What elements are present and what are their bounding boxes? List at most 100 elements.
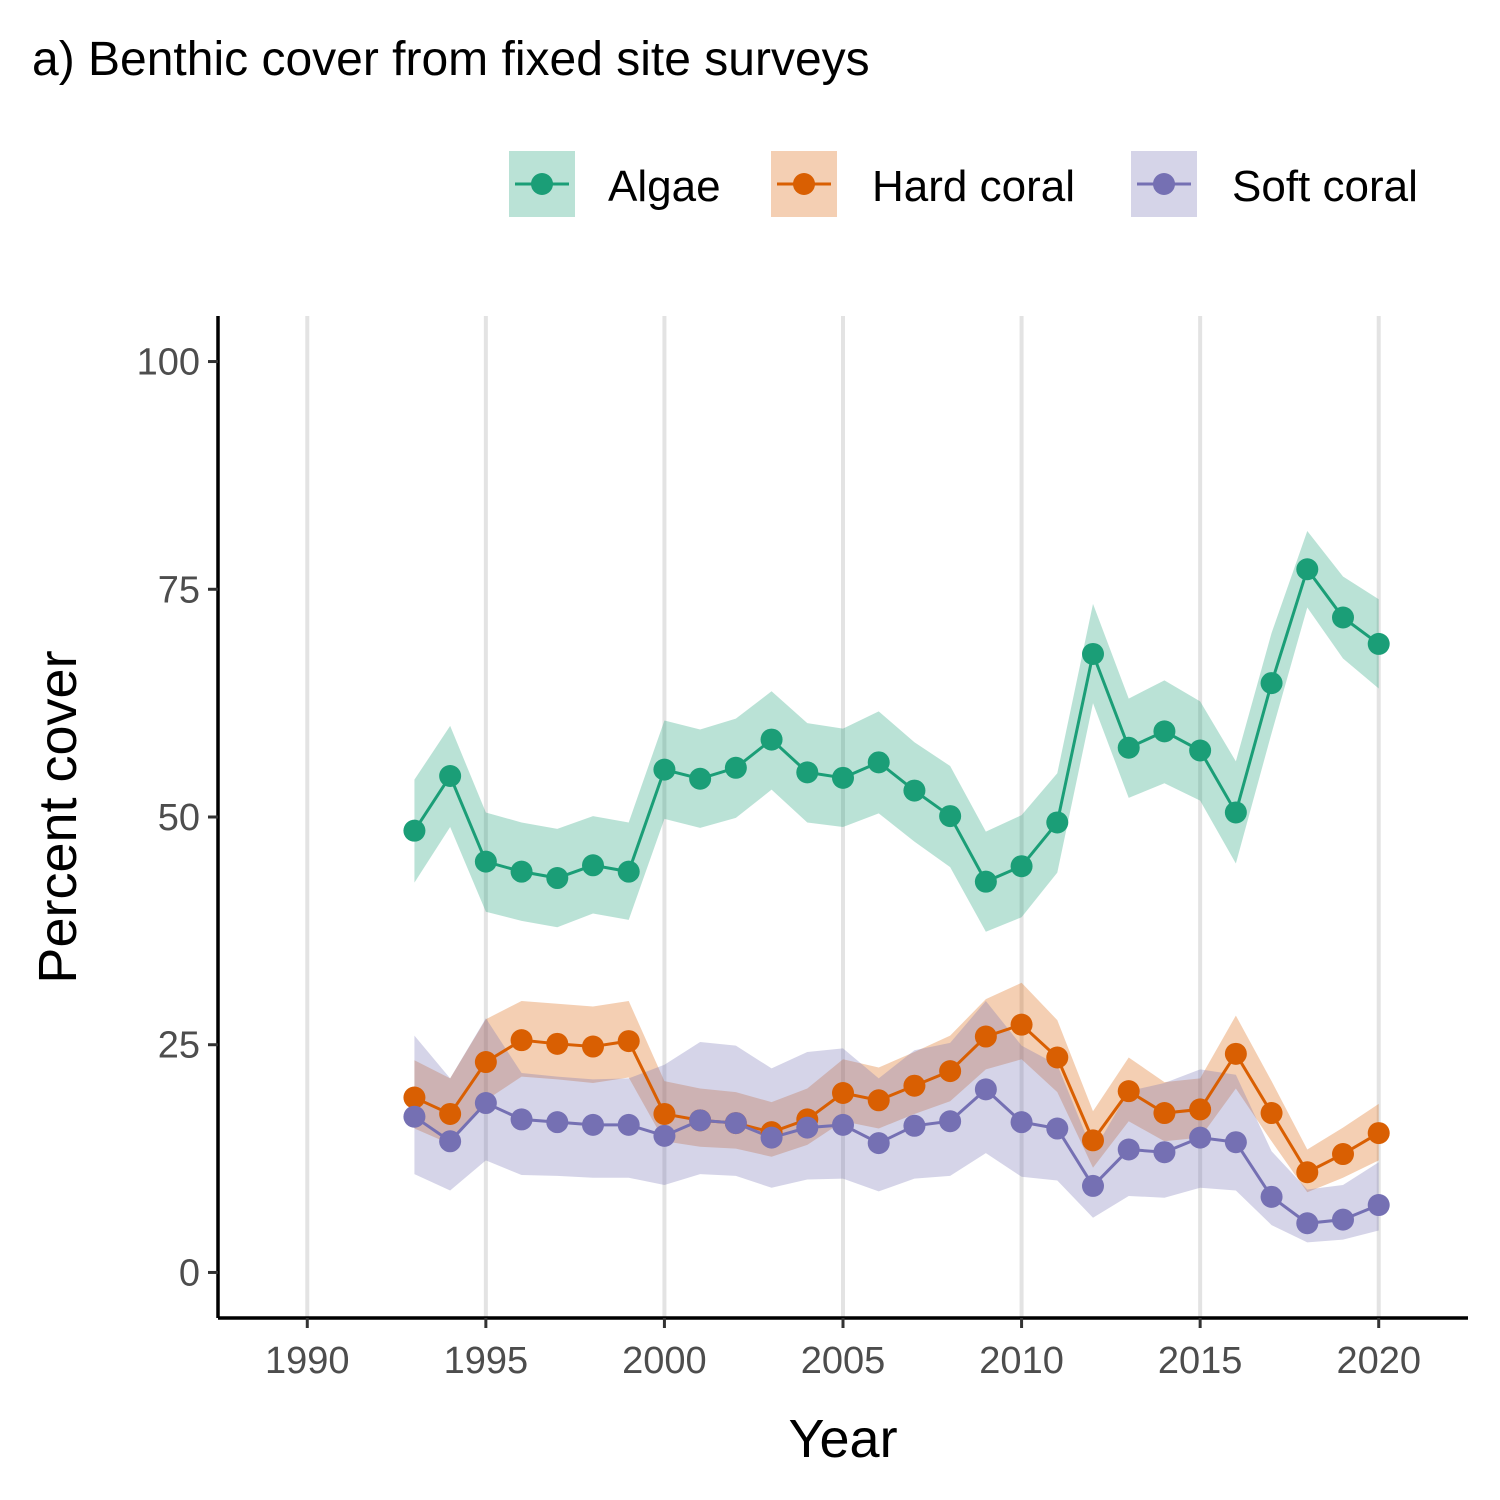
soft-coral-point-1994 [439, 1130, 462, 1153]
soft-coral-point-2002 [724, 1112, 747, 1135]
y-tick-label-100: 100 [137, 342, 200, 384]
y-axis-title: Percent cover [28, 650, 88, 983]
soft-coral-band [414, 1001, 1379, 1243]
x-tick-label-2010: 2010 [979, 1340, 1064, 1382]
soft-coral-point-2014 [1153, 1141, 1176, 1164]
hard-coral-point-2014 [1153, 1102, 1176, 1125]
soft-coral-point-1995 [474, 1092, 497, 1115]
hard-coral-point-2017 [1260, 1102, 1283, 1125]
hard-coral-point-2015 [1189, 1098, 1212, 1121]
algae-point-2001 [689, 767, 712, 790]
y-axis-ticks: 0 25 50 75 100 [137, 342, 218, 1294]
soft-coral-point-1998 [582, 1113, 604, 1136]
legend-key-point-soft-coral [1153, 173, 1175, 195]
soft-coral-point-2009 [974, 1078, 997, 1101]
algae-point-2015 [1189, 739, 1212, 762]
soft-coral-point-1999 [617, 1113, 640, 1136]
algae-point-1998 [582, 854, 604, 877]
hard-coral-point-2010 [1010, 1013, 1033, 1036]
soft-coral-point-2020 [1367, 1194, 1390, 1217]
x-tick-label-1990: 1990 [265, 1340, 350, 1382]
algae-line [413, 565, 1380, 884]
x-tick-label-2005: 2005 [801, 1340, 886, 1382]
confidence-bands [414, 530, 1379, 1243]
hard-coral-point-2012 [1082, 1129, 1104, 1152]
legend-item-soft-coral: Soft coral [1131, 151, 1418, 217]
algae-point-2011 [1046, 811, 1069, 834]
hard-coral-line [413, 1022, 1380, 1175]
x-tick-label-2000: 2000 [622, 1340, 707, 1382]
soft-coral-point-2008 [939, 1110, 962, 1133]
y-tick-label-75: 75 [158, 569, 200, 611]
legend-key-point-algae [531, 173, 553, 195]
legend-label-soft-coral: Soft coral [1232, 162, 1418, 211]
hard-coral-point-2007 [903, 1074, 926, 1097]
soft-coral-point-2016 [1224, 1131, 1247, 1154]
algae-point-2013 [1117, 736, 1140, 759]
algae-point-2005 [832, 766, 854, 789]
legend-item-algae: Algae [509, 151, 721, 217]
hard-coral-point-2000 [653, 1102, 676, 1125]
soft-coral-point-2005 [832, 1113, 854, 1136]
soft-coral-point-2001 [689, 1109, 712, 1132]
hard-coral-point-2006 [867, 1089, 890, 1112]
hard-coral-band [414, 982, 1379, 1193]
hard-coral-point-2009 [974, 1025, 997, 1048]
hard-coral-point-2019 [1332, 1143, 1354, 1166]
y-tick-label-25: 25 [158, 1025, 200, 1067]
x-axis-ticks: 1990 1995 2000 2005 2010 2015 2020 [265, 1318, 1421, 1382]
algae-point-2016 [1224, 801, 1247, 824]
algae-point-2009 [974, 870, 997, 893]
x-tick-label-1995: 1995 [444, 1340, 529, 1382]
soft-coral-point-2003 [760, 1126, 783, 1149]
series-lines [413, 565, 1380, 1225]
soft-coral-point-2007 [903, 1114, 926, 1137]
hard-coral-point-2011 [1046, 1046, 1069, 1069]
soft-coral-point-2004 [796, 1116, 819, 1139]
algae-point-2003 [760, 728, 783, 751]
series-points [403, 558, 1390, 1235]
hard-coral-point-2018 [1296, 1161, 1319, 1184]
grid-lines [305, 316, 1381, 1318]
hard-coral-point-2020 [1367, 1122, 1390, 1145]
legend-item-hard-coral: Hard coral [771, 151, 1075, 217]
legend-key-point-hard-coral [793, 173, 815, 195]
soft-coral-point-2006 [867, 1132, 890, 1155]
algae-point-2018 [1296, 558, 1319, 581]
soft-coral-point-1996 [510, 1108, 533, 1131]
hard-coral-point-1999 [617, 1030, 640, 1053]
algae-point-1999 [617, 860, 640, 883]
legend-label-algae: Algae [608, 162, 721, 211]
hard-coral-point-1993 [403, 1086, 426, 1109]
hard-coral-point-1995 [474, 1051, 497, 1074]
soft-coral-point-2018 [1296, 1212, 1319, 1235]
hard-coral-point-2005 [832, 1082, 854, 1105]
algae-point-2010 [1010, 855, 1033, 878]
algae-band [414, 530, 1379, 932]
algae-point-2019 [1332, 606, 1354, 629]
hard-coral-point-2013 [1117, 1080, 1140, 1103]
algae-point-1994 [439, 765, 462, 788]
algae-point-2008 [939, 805, 962, 828]
algae-point-2020 [1367, 632, 1390, 655]
soft-coral-point-2019 [1332, 1208, 1354, 1231]
hard-coral-point-2008 [939, 1060, 962, 1083]
algae-point-1993 [403, 819, 426, 842]
soft-coral-point-2013 [1117, 1138, 1140, 1161]
hard-coral-point-1994 [439, 1102, 462, 1125]
x-tick-label-2020: 2020 [1336, 1340, 1421, 1382]
algae-point-1995 [474, 850, 497, 873]
soft-coral-point-2012 [1082, 1174, 1104, 1197]
soft-coral-point-1993 [403, 1105, 426, 1128]
chart-title: a) Benthic cover from fixed site surveys [32, 33, 870, 86]
legend: Algae Hard coral Soft coral [509, 151, 1418, 217]
algae-point-2012 [1082, 642, 1104, 665]
hard-coral-point-1996 [510, 1029, 533, 1052]
soft-coral-point-2017 [1260, 1185, 1283, 1208]
algae-point-1996 [510, 860, 533, 883]
soft-coral-point-2010 [1010, 1111, 1033, 1134]
algae-point-2006 [867, 751, 890, 774]
x-tick-label-2015: 2015 [1158, 1340, 1243, 1382]
algae-point-2007 [903, 779, 926, 802]
